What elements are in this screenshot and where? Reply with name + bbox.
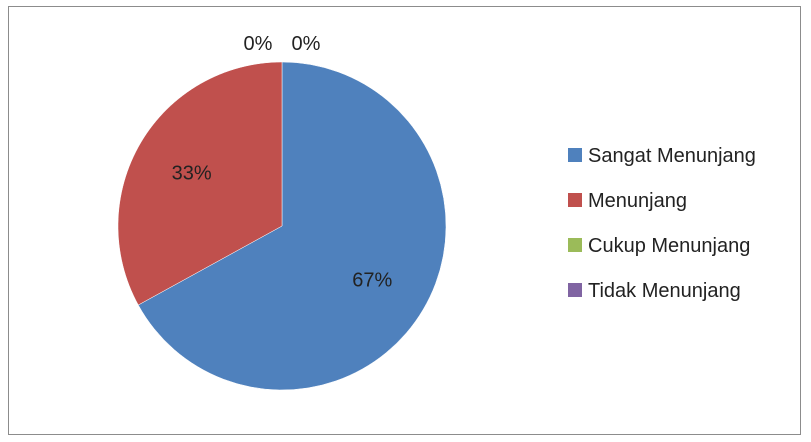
pie-slice-sangat-menunjang <box>137 61 447 391</box>
legend-swatch-sangat-menunjang <box>568 148 582 162</box>
legend-swatch-tidak-menunjang <box>568 283 582 297</box>
data-label-cukup-menunjang: 0% <box>244 33 273 55</box>
legend: Sangat Menunjang Menunjang Cukup Menunjang… <box>568 145 756 302</box>
data-labels: 67% 33% 0% 0% <box>172 33 393 291</box>
pie-slice-menunjang <box>117 61 283 306</box>
legend-label-sangat-menunjang: Sangat Menunjang <box>588 145 756 167</box>
legend-swatch-menunjang <box>568 193 582 207</box>
legend-swatch-cukup-menunjang <box>568 238 582 252</box>
pie-slices <box>117 61 447 391</box>
data-label-tidak-menunjang: 0% <box>292 33 321 55</box>
legend-label-tidak-menunjang: Tidak Menunjang <box>588 280 741 302</box>
legend-label-cukup-menunjang: Cukup Menunjang <box>588 235 750 257</box>
data-label-menunjang: 33% <box>172 163 212 185</box>
data-label-sangat-menunjang: 67% <box>352 269 392 291</box>
legend-label-menunjang: Menunjang <box>588 190 687 212</box>
